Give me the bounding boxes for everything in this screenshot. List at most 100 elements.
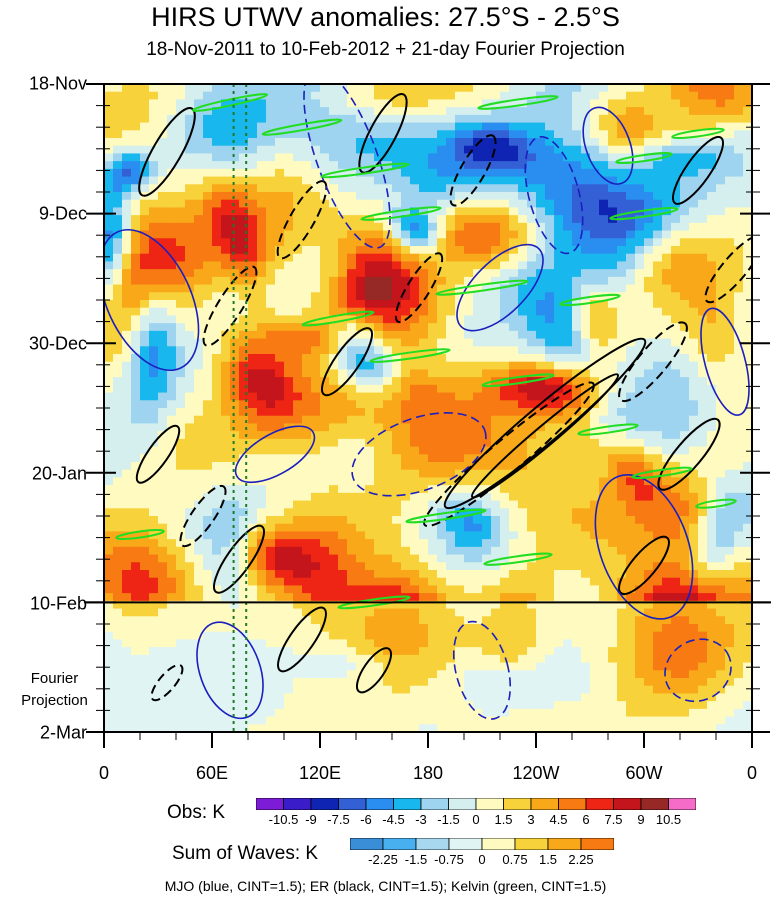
- field-cell: [131, 384, 141, 394]
- field-cell: [365, 107, 375, 116]
- field-cell: [707, 546, 717, 556]
- field-cell: [356, 585, 366, 594]
- field-cell: [473, 361, 483, 371]
- field-cell: [599, 384, 609, 394]
- field-cell: [653, 307, 663, 317]
- field-cell: [320, 562, 330, 571]
- field-cell: [311, 492, 321, 502]
- field-cell: [329, 246, 339, 255]
- field-cell: [311, 99, 321, 108]
- field-cell: [131, 292, 141, 301]
- field-cell: [122, 400, 132, 409]
- field-cell: [716, 199, 726, 209]
- field-cell: [572, 600, 582, 610]
- field-cell: [302, 261, 312, 270]
- field-cell: [437, 230, 447, 239]
- field-cell: [635, 246, 645, 255]
- field-cell: [743, 215, 752, 224]
- field-cell: [311, 554, 321, 563]
- field-cell: [617, 485, 627, 494]
- field-cell: [680, 608, 690, 617]
- field-cell: [581, 276, 591, 286]
- field-cell: [572, 593, 582, 602]
- field-cell: [140, 145, 150, 155]
- field-cell: [662, 415, 672, 425]
- field-cell: [617, 446, 627, 455]
- field-cell: [428, 153, 438, 162]
- field-cell: [239, 431, 249, 440]
- field-cell: [572, 153, 582, 162]
- field-cell: [401, 184, 411, 193]
- field-cell: [473, 215, 483, 224]
- field-cell: [104, 600, 114, 610]
- field-cell: [203, 330, 213, 340]
- field-cell: [167, 523, 177, 533]
- field-cell: [680, 369, 690, 378]
- field-cell: [446, 84, 456, 93]
- field-cell: [338, 176, 348, 185]
- field-cell: [257, 138, 267, 147]
- field-cell: [743, 107, 752, 116]
- field-cell: [149, 176, 159, 185]
- field-cell: [689, 253, 699, 263]
- field-cell: [293, 161, 303, 170]
- field-cell: [401, 284, 411, 293]
- field-cell: [482, 408, 492, 417]
- field-cell: [347, 91, 357, 101]
- field-cell: [419, 462, 429, 471]
- field-cell: [599, 176, 609, 185]
- field-cell: [626, 261, 636, 270]
- field-cell: [374, 415, 384, 425]
- field-cell: [275, 176, 285, 185]
- field-cell: [572, 585, 582, 594]
- field-cell: [500, 161, 510, 170]
- field-cell: [689, 577, 699, 587]
- field-cell: [122, 99, 132, 108]
- field-cell: [338, 531, 348, 540]
- field-cell: [527, 469, 537, 479]
- field-cell: [536, 276, 546, 286]
- field-cell: [464, 562, 474, 571]
- field-cell: [734, 161, 744, 170]
- field-cell: [473, 446, 483, 455]
- field-cell: [266, 300, 276, 309]
- field-cell: [581, 130, 591, 139]
- field-cell: [374, 184, 384, 193]
- field-cell: [680, 153, 690, 162]
- field-cell: [716, 315, 726, 324]
- field-cell: [221, 492, 231, 502]
- field-cell: [617, 145, 627, 155]
- field-cell: [104, 222, 114, 232]
- field-cell: [635, 292, 645, 301]
- field-cell: [698, 107, 708, 116]
- field-cell: [194, 338, 204, 347]
- field-cell: [194, 269, 204, 278]
- field-cell: [293, 616, 303, 625]
- field-cell: [338, 431, 348, 440]
- field-cell: [563, 138, 573, 147]
- field-cell: [509, 377, 519, 386]
- field-cell: [689, 192, 699, 201]
- field-cell: [527, 608, 537, 617]
- field-cell: [680, 161, 690, 170]
- field-cell: [410, 230, 420, 239]
- field-cell: [536, 384, 546, 394]
- field-cell: [257, 261, 267, 270]
- field-cell: [626, 346, 636, 355]
- field-cell: [644, 415, 654, 425]
- field-cell: [167, 546, 177, 556]
- field-cell: [662, 184, 672, 193]
- field-cell: [248, 485, 258, 494]
- field-cell: [446, 354, 456, 363]
- field-cell: [338, 215, 348, 224]
- field-cell: [140, 222, 150, 232]
- field-cell: [356, 400, 366, 409]
- field-cell: [113, 377, 123, 386]
- field-cell: [644, 176, 654, 185]
- field-cell: [743, 315, 752, 324]
- field-cell: [275, 222, 285, 232]
- field-cell: [464, 261, 474, 270]
- field-cell: [572, 516, 582, 525]
- field-cell: [509, 400, 519, 409]
- field-cell: [293, 354, 303, 363]
